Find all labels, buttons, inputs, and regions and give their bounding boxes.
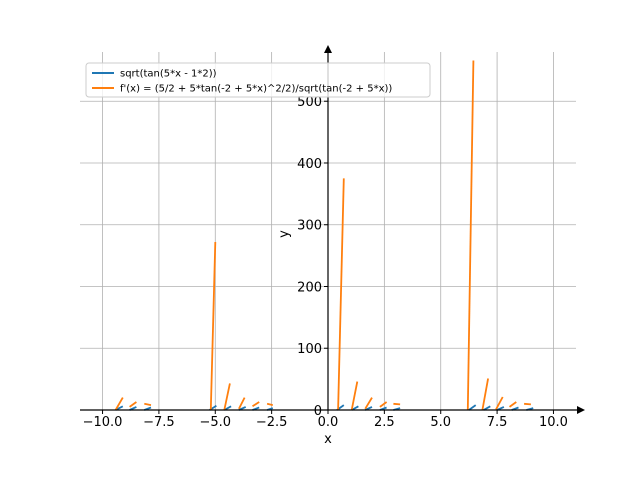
x-axis-label: x (324, 432, 332, 447)
y-tick-label: 0 (314, 404, 322, 419)
series-line-segment (337, 178, 345, 411)
series-layer (114, 60, 534, 411)
legend-entry-label: sqrt(tan(5*x - 1*2)) (120, 69, 217, 80)
x-tick-label: −2.5 (256, 415, 288, 430)
x-tick-label: 7.5 (487, 415, 508, 430)
legend: sqrt(tan(5*x - 1*2)) f'(x) = (5/2 + 5*tan… (85, 62, 431, 98)
y-axis-label: y (277, 230, 292, 238)
x-tick-label: 0.0 (318, 415, 339, 430)
x-tick-label: 10.0 (539, 415, 568, 430)
series-2 (114, 60, 531, 411)
x-tick-label: 2.5 (374, 415, 395, 430)
series-line-segment (209, 241, 217, 411)
series-line-segment (238, 397, 246, 410)
series-line-segment (351, 405, 359, 411)
series-line-segment (350, 381, 359, 411)
legend-frame (85, 62, 431, 98)
y-tick-label: 200 (297, 280, 322, 295)
y-tick-label: 500 (297, 95, 322, 110)
ticks: −10.0 −7.5 −5.0 −2.5 0.0 2.5 5.0 7.5 10.0 0 100 200… (83, 95, 568, 430)
series-line-segment (266, 402, 274, 406)
series-line-segment (481, 378, 489, 411)
x-tick-label: −7.5 (143, 415, 175, 430)
series-line-segment (252, 401, 260, 408)
y-tick-label: 400 (297, 157, 322, 172)
series-1 (115, 404, 534, 411)
series-line-segment (114, 397, 124, 411)
series-line-segment (466, 60, 475, 411)
y-tick-label: 300 (297, 219, 322, 234)
series-line-segment (144, 402, 152, 406)
series-line-segment (495, 396, 504, 410)
y-axis-arrow-icon (324, 45, 332, 53)
series-line-segment (508, 401, 517, 408)
series-line-segment (524, 402, 531, 406)
series-line-segment (364, 397, 373, 410)
series-line-segment (393, 402, 401, 406)
axes (80, 45, 585, 414)
x-tick-label: −5.0 (199, 415, 231, 430)
x-axis-arrow-icon (577, 406, 585, 414)
series-line-segment (223, 383, 231, 411)
legend-entry-label: f'(x) = (5/2 + 5*tan(-2 + 5*x)^2/2)/sqrt… (120, 84, 392, 95)
series-line-segment (468, 404, 477, 411)
x-tick-label: 5.0 (430, 415, 451, 430)
series-line-segment (223, 405, 232, 411)
series-line-segment (379, 401, 388, 408)
series-line-segment (483, 405, 491, 411)
y-tick-label: 100 (297, 342, 322, 357)
x-tick-label: −10.0 (83, 415, 123, 430)
series-line-segment (129, 401, 137, 408)
